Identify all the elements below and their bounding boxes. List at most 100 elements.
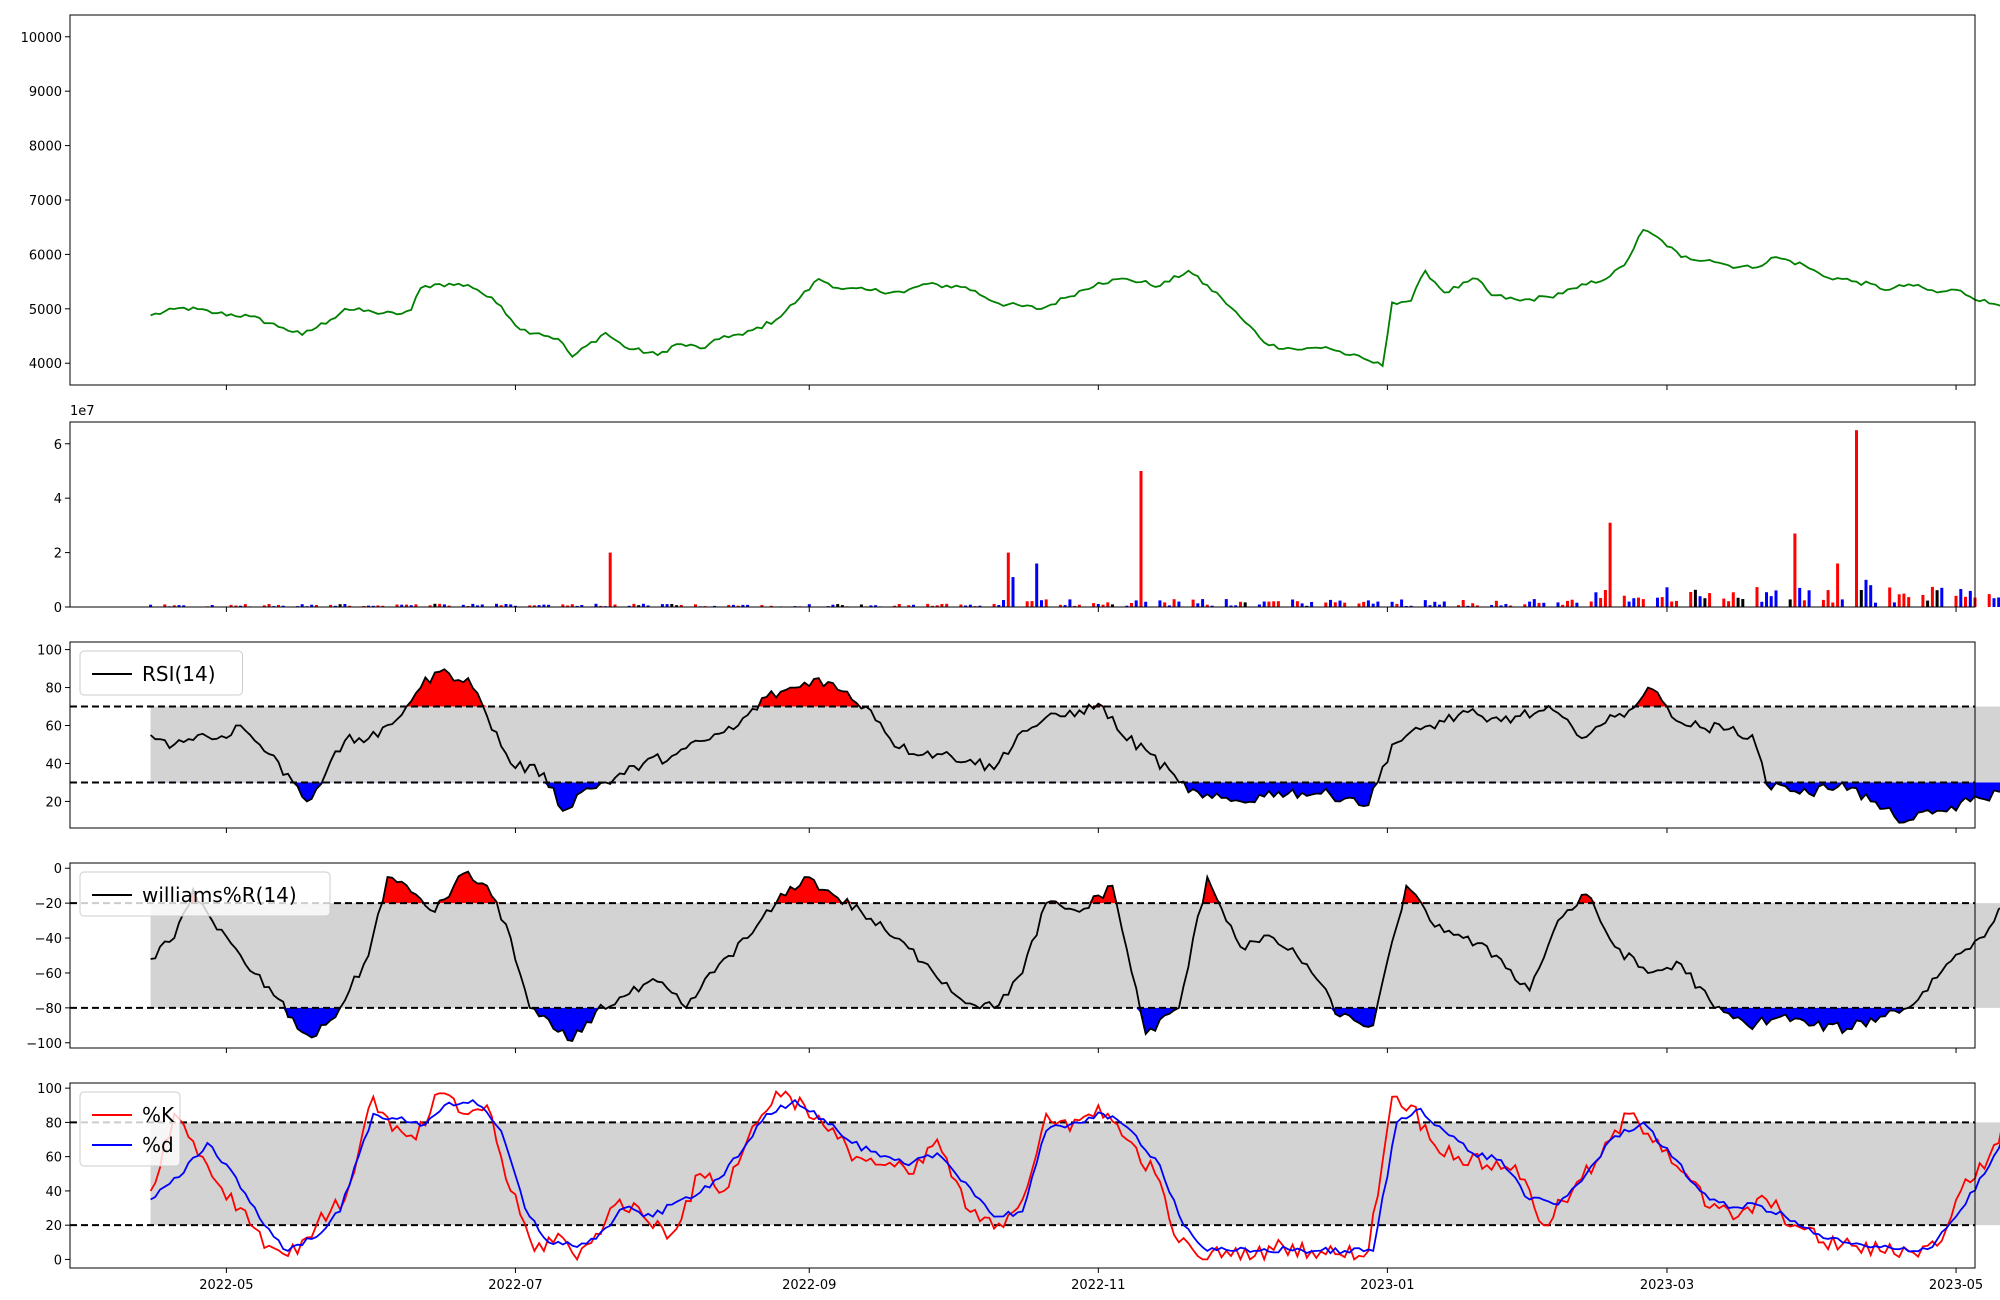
volume-bar (575, 605, 579, 607)
volume-bar (1859, 590, 1863, 607)
williams-ytick-label: 0 (54, 862, 62, 877)
volume-bar (1693, 589, 1697, 607)
volume-bar (660, 604, 664, 607)
volume-bar (1234, 605, 1238, 607)
price-ytick-label: 10000 (21, 31, 62, 46)
volume-bar (461, 604, 465, 607)
volume-bar (1125, 605, 1129, 607)
volume-bar (741, 604, 745, 607)
volume-bar (1272, 601, 1276, 607)
x-tick-label: 2023-03 (1640, 1278, 1694, 1293)
volume-bar (1224, 599, 1228, 607)
volume-bar (1888, 587, 1892, 607)
volume-bar (1608, 522, 1612, 607)
volume-bar (163, 604, 167, 607)
volume-bar (182, 605, 186, 607)
volume-bar (1954, 595, 1958, 607)
volume-bar (713, 605, 716, 607)
volume-bar (1930, 586, 1934, 607)
volume-bar (1594, 592, 1598, 607)
volume-bar (1471, 603, 1475, 607)
x-tick-label: 2022-05 (199, 1278, 253, 1293)
volume-bar (599, 605, 603, 607)
volume-bar (1011, 577, 1015, 607)
volume-bar (1333, 602, 1337, 607)
volume-bar (1774, 590, 1778, 607)
volume-bar (1025, 601, 1029, 607)
williams-ytick-label: −100 (26, 1037, 62, 1052)
volume-bar (1603, 590, 1607, 607)
volume-bar (840, 605, 844, 607)
volume-frame (69, 421, 1976, 608)
volume-bar (1907, 597, 1911, 607)
volume-bar (694, 604, 697, 607)
volume-bar (1040, 600, 1043, 607)
volume-bar (665, 604, 669, 607)
volume-bar (1755, 587, 1759, 607)
volume-bar (1423, 600, 1427, 607)
volume-bar (1239, 601, 1242, 607)
volume-bar (1921, 595, 1925, 607)
volume-bar (897, 604, 901, 607)
volume-bar (1343, 602, 1347, 607)
volume-bar (1457, 605, 1460, 607)
volume-ytick-label: 0 (54, 601, 62, 616)
x-tick-label: 2022-11 (1071, 1278, 1125, 1293)
stochastic-legend-box (79, 1091, 181, 1167)
volume-bar (1570, 599, 1574, 607)
volume-bar (229, 604, 233, 607)
stochastic-ytick-label: 60 (45, 1151, 62, 1166)
volume-bar (1002, 600, 1005, 607)
volume-bar (1788, 599, 1792, 607)
volume-bar (1324, 602, 1328, 607)
volume-bar (1362, 601, 1366, 607)
volume-bar (547, 604, 551, 607)
price-frame (69, 14, 1976, 386)
volume-bar (1243, 602, 1247, 607)
volume-bar (646, 605, 650, 607)
volume-bar (670, 604, 674, 607)
volume-bar (376, 605, 380, 607)
volume-bar (210, 605, 214, 607)
stochastic-legend-label: %d (142, 1133, 174, 1157)
volume-bar (1163, 602, 1167, 607)
volume-bar (1357, 603, 1361, 607)
x-tick-label: 2022-07 (488, 1278, 542, 1293)
x-tick-label: 2022-09 (782, 1278, 836, 1293)
volume-bar (1968, 590, 1972, 607)
volume-bar (1665, 587, 1669, 607)
volume-bar (314, 605, 318, 607)
volume-bar (731, 604, 735, 607)
volume-bar (1475, 605, 1479, 607)
volume-bar (542, 604, 546, 607)
volume-bar (1722, 598, 1726, 607)
volume-bar (433, 603, 437, 607)
rsi-ytick-label: 80 (45, 682, 62, 697)
volume-bar (400, 604, 404, 607)
volume-bar (1807, 590, 1811, 607)
volume-bar (1589, 601, 1593, 607)
rsi-frame (69, 641, 1976, 829)
volume-bar (566, 605, 570, 607)
volume-bar (1101, 604, 1105, 607)
volume-bar (1840, 599, 1844, 607)
volume-bar (836, 604, 840, 607)
volume-bar (1769, 596, 1773, 607)
volume-bar (935, 605, 939, 607)
volume-bar (1940, 587, 1944, 607)
volume-bar (940, 604, 944, 607)
volume-bar (1656, 597, 1659, 607)
volume-bar (1836, 563, 1840, 607)
volume-bar (1442, 601, 1446, 607)
stochastic-panel: 0 20 40 60 80 100 2022-05 2022-07 2022-09 2022-11… (37, 1082, 2000, 1293)
stochastic-legend-label: %K (142, 1103, 175, 1127)
williams-ytick-label: −40 (35, 932, 62, 947)
volume-bar (679, 605, 683, 607)
volume-bar (1926, 600, 1930, 607)
volume-bar (1466, 605, 1470, 607)
volume-bar (1196, 603, 1200, 607)
volume-bar (537, 605, 541, 607)
volume-bar (931, 605, 934, 607)
volume-bar (1291, 599, 1295, 607)
